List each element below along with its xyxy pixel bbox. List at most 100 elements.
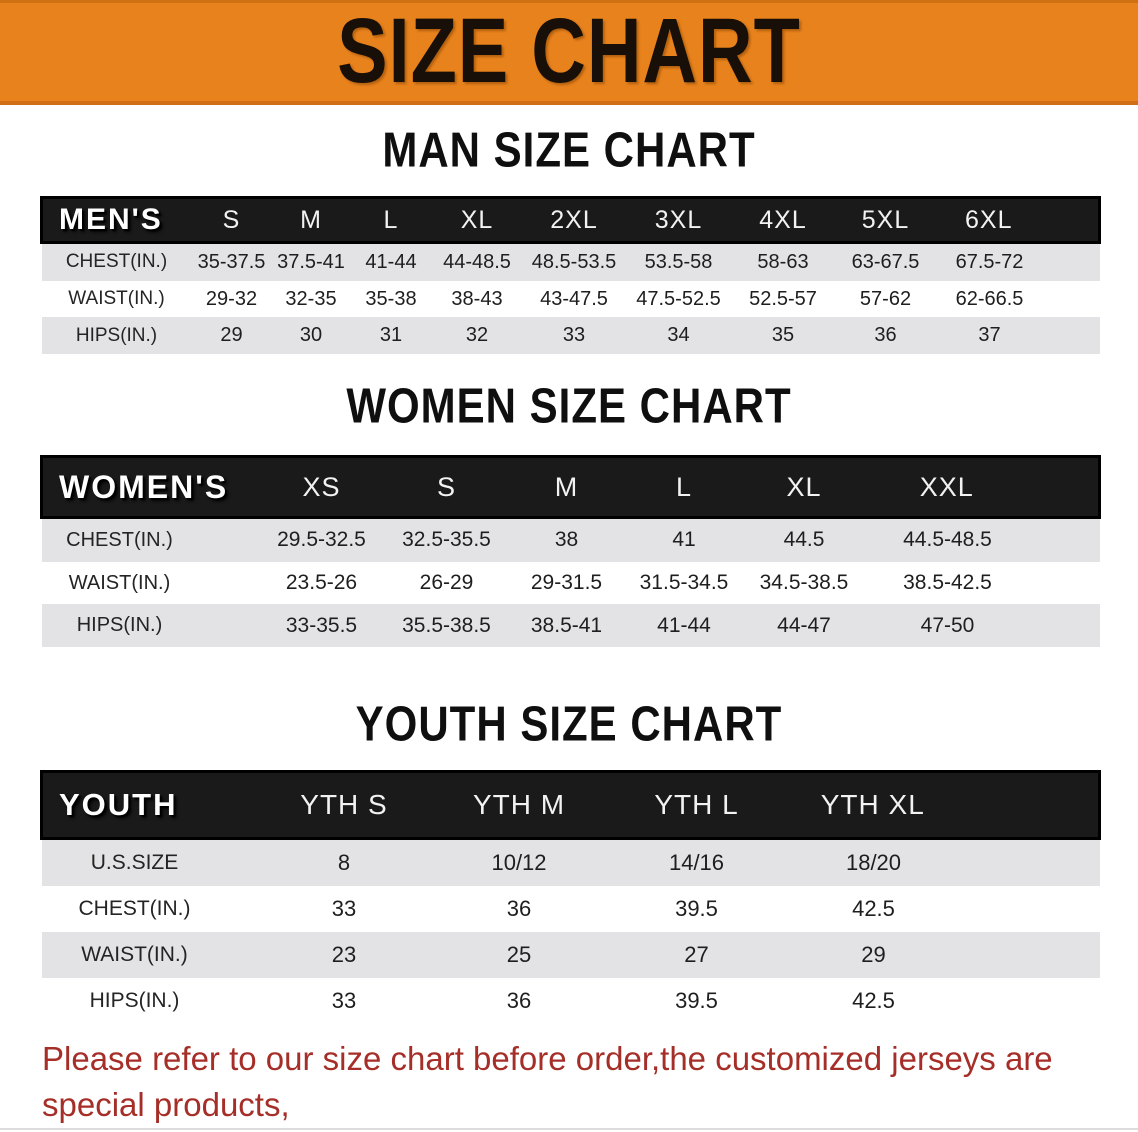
youth-cell: 39.5 bbox=[606, 978, 787, 1024]
women-cell: 38.5-42.5 bbox=[866, 561, 1100, 605]
women-table-row: HIPS(IN.) 33-35.5 35.5-38.5 38.5-41 41-44 44-… bbox=[41, 604, 1100, 648]
women-table-row: WAIST(IN.) 23.5-26 26-29 29-31.5 31.5-34.5 34… bbox=[41, 561, 1100, 605]
women-column-header: XS bbox=[256, 455, 387, 519]
youth-size-table: YOUTH YTH S YTH M YTH L YTH XL U.S.SIZE 8 10/12… bbox=[40, 770, 1101, 1024]
youth-cell: 36 bbox=[431, 978, 607, 1024]
men-cell: 33 bbox=[522, 317, 626, 355]
women-section-title: WOMEN SIZE CHART bbox=[346, 377, 792, 434]
women-table-row: CHEST(IN.) 29.5-32.5 32.5-35.5 38 41 44.5 44.5… bbox=[41, 517, 1100, 562]
men-row-label: HIPS(IN.) bbox=[41, 317, 192, 355]
women-cell: 41-44 bbox=[626, 604, 742, 648]
women-table-body: CHEST(IN.) 29.5-32.5 32.5-35.5 38 41 44.5 44.5… bbox=[41, 517, 1100, 648]
youth-cell: 42.5 bbox=[786, 978, 1100, 1024]
men-column-header: 6XL bbox=[936, 196, 1101, 244]
women-cell: 29-31.5 bbox=[506, 561, 627, 605]
women-cell: 29.5-32.5 bbox=[256, 517, 387, 562]
youth-table-row: U.S.SIZE 8 10/12 14/16 18/20 bbox=[41, 838, 1100, 886]
youth-cell: 27 bbox=[606, 932, 787, 978]
youth-column-header: YTH XL bbox=[786, 770, 1101, 840]
youth-table-row: HIPS(IN.) 33 36 39.5 42.5 bbox=[41, 978, 1100, 1024]
men-table-row: HIPS(IN.) 29 30 31 32 33 34 35 36 37 bbox=[41, 317, 1100, 355]
youth-cell: 33 bbox=[256, 886, 432, 932]
men-cell: 29 bbox=[191, 317, 272, 355]
youth-table-row: WAIST(IN.) 23 25 27 29 bbox=[41, 932, 1100, 978]
women-size-table: WOMEN'S XS S M L XL XXL CHEST(IN.) 29.5-32.5 32.5… bbox=[40, 455, 1101, 648]
men-cell: 67.5-72 bbox=[936, 242, 1100, 281]
women-cell: 35.5-38.5 bbox=[386, 604, 507, 648]
men-table-row: WAIST(IN.) 29-32 32-35 35-38 38-43 43-47.5 47.… bbox=[41, 280, 1100, 318]
page-bottom-edge bbox=[0, 1128, 1138, 1130]
youth-header-row: YOUTH YTH S YTH M YTH L YTH XL bbox=[40, 770, 1101, 840]
men-cell: 37.5-41 bbox=[271, 242, 351, 281]
men-cell: 47.5-52.5 bbox=[625, 280, 732, 318]
women-cell: 34.5-38.5 bbox=[741, 561, 867, 605]
men-cell: 32-35 bbox=[271, 280, 351, 318]
women-column-header: XXL bbox=[866, 455, 1101, 519]
men-cell: 30 bbox=[271, 317, 351, 355]
women-row-label: CHEST(IN.) bbox=[41, 517, 257, 562]
youth-cell: 23 bbox=[256, 932, 432, 978]
men-column-header: 2XL bbox=[522, 196, 626, 244]
men-cell: 63-67.5 bbox=[834, 242, 937, 281]
youth-group-label: YOUTH bbox=[40, 770, 257, 840]
women-column-header: L bbox=[626, 455, 742, 519]
youth-cell: 8 bbox=[256, 838, 432, 886]
women-cell: 44-47 bbox=[741, 604, 867, 648]
youth-row-label: CHEST(IN.) bbox=[41, 886, 257, 932]
men-cell: 37 bbox=[936, 317, 1100, 355]
youth-cell: 18/20 bbox=[786, 838, 1100, 886]
women-cell: 31.5-34.5 bbox=[626, 561, 742, 605]
youth-table-body: U.S.SIZE 8 10/12 14/16 18/20 CHEST(IN.) 33 36 39… bbox=[41, 838, 1100, 1024]
men-cell: 41-44 bbox=[350, 242, 432, 281]
men-column-header: 4XL bbox=[731, 196, 835, 244]
women-cell: 44.5 bbox=[741, 517, 867, 562]
men-row-label: WAIST(IN.) bbox=[41, 280, 192, 318]
youth-cell: 25 bbox=[431, 932, 607, 978]
men-cell: 32 bbox=[431, 317, 523, 355]
men-row-label: CHEST(IN.) bbox=[41, 242, 192, 281]
men-size-table: MEN'S S M L XL 2XL 3XL 4XL 5XL 6XL CHEST(IN.) 35-37… bbox=[40, 196, 1101, 355]
banner: SIZE CHART bbox=[0, 0, 1138, 105]
women-cell: 33-35.5 bbox=[256, 604, 387, 648]
men-cell: 36 bbox=[834, 317, 937, 355]
women-cell: 38 bbox=[506, 517, 627, 562]
women-column-header: XL bbox=[741, 455, 867, 519]
women-row-label: WAIST(IN.) bbox=[41, 561, 257, 605]
youth-column-header: YTH L bbox=[606, 770, 787, 840]
youth-section-title: YOUTH SIZE CHART bbox=[355, 695, 783, 752]
women-cell: 32.5-35.5 bbox=[386, 517, 507, 562]
men-cell: 35 bbox=[731, 317, 835, 355]
men-column-header: M bbox=[271, 196, 351, 244]
men-table-row: CHEST(IN.) 35-37.5 37.5-41 41-44 44-48.5 48.5… bbox=[41, 242, 1100, 281]
women-header-row: WOMEN'S XS S M L XL XXL bbox=[40, 455, 1101, 519]
youth-column-header: YTH M bbox=[431, 770, 607, 840]
men-cell: 43-47.5 bbox=[522, 280, 626, 318]
men-cell: 31 bbox=[350, 317, 432, 355]
women-row-label: HIPS(IN.) bbox=[41, 604, 257, 648]
youth-cell: 42.5 bbox=[786, 886, 1100, 932]
youth-table-row: CHEST(IN.) 33 36 39.5 42.5 bbox=[41, 886, 1100, 932]
disclaimer: Please refer to our size chart before or… bbox=[42, 1036, 1118, 1132]
men-column-header: S bbox=[191, 196, 272, 244]
disclaimer-line-1: Please refer to our size chart before or… bbox=[42, 1040, 1053, 1123]
men-column-header: XL bbox=[431, 196, 523, 244]
youth-column-header: YTH S bbox=[256, 770, 432, 840]
men-cell: 38-43 bbox=[431, 280, 523, 318]
men-cell: 29-32 bbox=[191, 280, 272, 318]
banner-title: SIZE CHART bbox=[337, 0, 801, 102]
youth-cell: 14/16 bbox=[606, 838, 787, 886]
men-cell: 35-37.5 bbox=[191, 242, 272, 281]
youth-row-label: HIPS(IN.) bbox=[41, 978, 257, 1024]
women-cell: 47-50 bbox=[866, 604, 1100, 648]
women-cell: 44.5-48.5 bbox=[866, 517, 1100, 562]
men-cell: 52.5-57 bbox=[731, 280, 835, 318]
men-cell: 57-62 bbox=[834, 280, 937, 318]
men-header-row: MEN'S S M L XL 2XL 3XL 4XL 5XL 6XL bbox=[40, 196, 1101, 244]
men-cell: 35-38 bbox=[350, 280, 432, 318]
men-section-title: MAN SIZE CHART bbox=[382, 121, 756, 178]
men-table-body: CHEST(IN.) 35-37.5 37.5-41 41-44 44-48.5 48.5… bbox=[41, 242, 1100, 355]
women-cell: 23.5-26 bbox=[256, 561, 387, 605]
youth-cell: 39.5 bbox=[606, 886, 787, 932]
men-column-header: 3XL bbox=[625, 196, 732, 244]
